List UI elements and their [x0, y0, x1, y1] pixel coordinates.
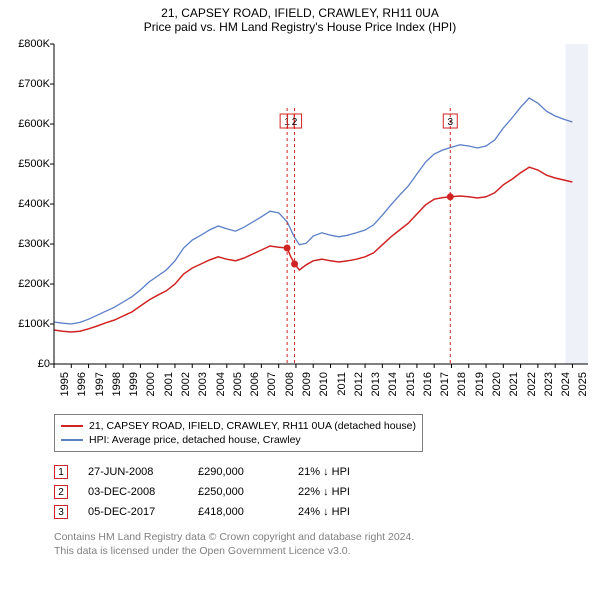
x-tick-label: 2010 [318, 372, 330, 412]
x-tick-label: 1995 [59, 372, 71, 412]
transaction-marker: 2 [54, 485, 68, 499]
x-tick-label: 2003 [197, 372, 209, 412]
x-tick-label: 2023 [543, 372, 555, 412]
x-tick-label: 2024 [560, 372, 572, 412]
x-tick-label: 2007 [266, 372, 278, 412]
x-tick-label: 2019 [474, 372, 486, 412]
chart-area: 123 £0£100K£200K£300K£400K£500K£600K£700… [8, 38, 592, 408]
y-tick-label: £0 [8, 358, 50, 370]
y-tick-label: £700K [8, 78, 50, 90]
y-tick-label: £300K [8, 238, 50, 250]
legend-label: 21, CAPSEY ROAD, IFIELD, CRAWLEY, RH11 0… [89, 420, 416, 432]
svg-text:3: 3 [447, 117, 453, 128]
x-tick-label: 2001 [163, 372, 175, 412]
x-tick-label: 1996 [76, 372, 88, 412]
y-tick-label: £100K [8, 318, 50, 330]
legend-label: HPI: Average price, detached house, Craw… [89, 434, 301, 446]
svg-text:2: 2 [292, 117, 298, 128]
x-tick-label: 2020 [491, 372, 503, 412]
x-tick-label: 2016 [422, 372, 434, 412]
transaction-delta: 22% ↓ HPI [298, 486, 388, 498]
license-line-2: This data is licensed under the Open Gov… [54, 544, 592, 558]
legend-swatch [61, 439, 83, 441]
transaction-date: 03-DEC-2008 [88, 486, 178, 498]
x-tick-label: 2022 [526, 372, 538, 412]
chart-svg: 123 [8, 38, 592, 408]
transaction-price: £290,000 [198, 466, 278, 478]
transactions-table: 1 27-JUN-2008 £290,000 21% ↓ HPI 2 03-DEC-200… [54, 462, 592, 522]
legend-box: 21, CAPSEY ROAD, IFIELD, CRAWLEY, RH11 0… [54, 414, 423, 452]
figure-container: 21, CAPSEY ROAD, IFIELD, CRAWLEY, RH11 0… [0, 0, 600, 566]
legend-item: HPI: Average price, detached house, Craw… [61, 433, 416, 447]
legend-swatch [61, 425, 83, 427]
x-tick-label: 2009 [301, 372, 313, 412]
x-tick-label: 2005 [232, 372, 244, 412]
y-tick-label: £800K [8, 38, 50, 50]
x-tick-label: 2004 [215, 372, 227, 412]
transaction-price: £418,000 [198, 506, 278, 518]
transaction-date: 05-DEC-2017 [88, 506, 178, 518]
x-tick-label: 1997 [94, 372, 106, 412]
x-tick-label: 2015 [405, 372, 417, 412]
y-tick-label: £500K [8, 158, 50, 170]
x-tick-label: 2017 [439, 372, 451, 412]
x-tick-label: 2014 [387, 372, 399, 412]
x-tick-label: 2008 [284, 372, 296, 412]
transaction-price: £250,000 [198, 486, 278, 498]
chart-subtitle: Price paid vs. HM Land Registry's House … [8, 20, 592, 34]
transaction-delta: 24% ↓ HPI [298, 506, 388, 518]
transaction-marker: 3 [54, 505, 68, 519]
x-tick-label: 1998 [111, 372, 123, 412]
x-tick-label: 2021 [508, 372, 520, 412]
y-tick-label: £600K [8, 118, 50, 130]
x-tick-label: 2011 [336, 372, 348, 412]
transaction-row: 2 03-DEC-2008 £250,000 22% ↓ HPI [54, 482, 592, 502]
transaction-delta: 21% ↓ HPI [298, 466, 388, 478]
x-tick-label: 2012 [353, 372, 365, 412]
transaction-row: 1 27-JUN-2008 £290,000 21% ↓ HPI [54, 462, 592, 482]
transaction-row: 3 05-DEC-2017 £418,000 24% ↓ HPI [54, 502, 592, 522]
x-tick-label: 2013 [370, 372, 382, 412]
chart-title: 21, CAPSEY ROAD, IFIELD, CRAWLEY, RH11 0… [8, 6, 592, 20]
x-tick-label: 2000 [145, 372, 157, 412]
transaction-date: 27-JUN-2008 [88, 466, 178, 478]
x-tick-label: 2025 [577, 372, 589, 412]
license-line-1: Contains HM Land Registry data © Crown c… [54, 530, 592, 544]
legend-item: 21, CAPSEY ROAD, IFIELD, CRAWLEY, RH11 0… [61, 419, 416, 433]
license-text: Contains HM Land Registry data © Crown c… [54, 530, 592, 558]
x-tick-label: 2018 [456, 372, 468, 412]
x-tick-label: 2006 [249, 372, 261, 412]
x-tick-label: 2002 [180, 372, 192, 412]
transaction-marker: 1 [54, 465, 68, 479]
x-tick-label: 1999 [128, 372, 140, 412]
y-tick-label: £200K [8, 278, 50, 290]
y-tick-label: £400K [8, 198, 50, 210]
